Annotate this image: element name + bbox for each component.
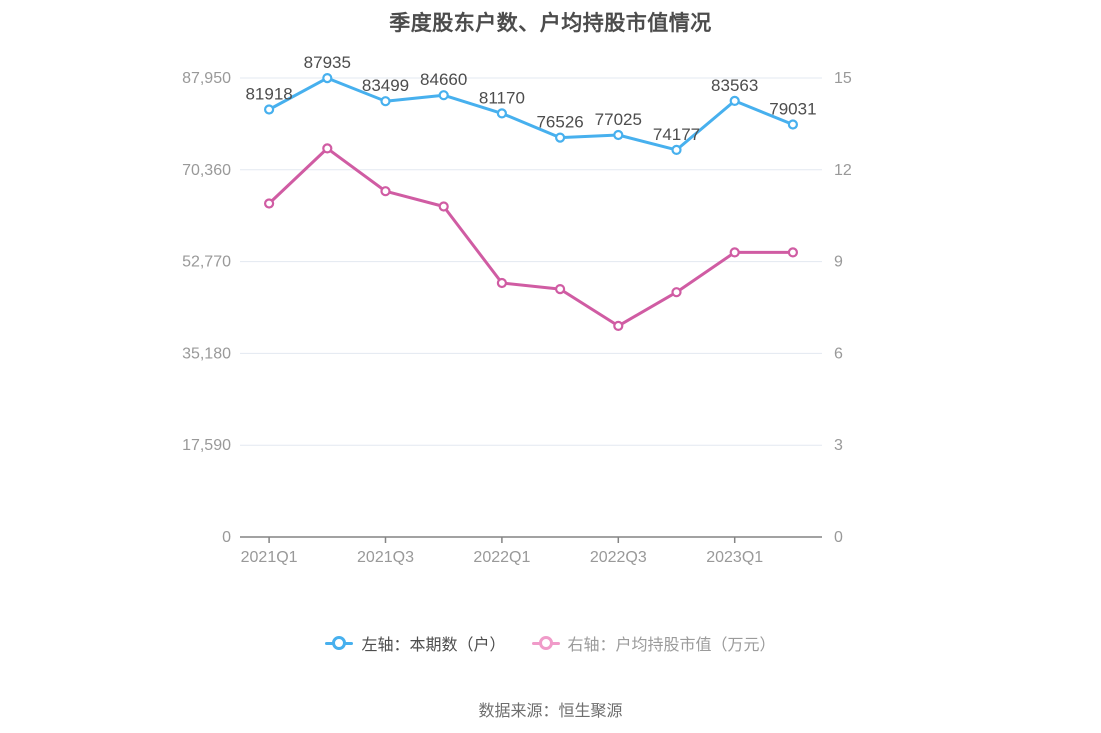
- data-point-value-label: 74177: [653, 125, 700, 144]
- y-axis-left-tick-label: 70,360: [182, 162, 231, 179]
- data-point-marker: [322, 72, 333, 84]
- data-point-value-label: 83499: [362, 76, 409, 95]
- data-point-marker: [554, 284, 566, 295]
- data-point-marker: [671, 287, 682, 298]
- chart-title: 季度股东户数、户均持股市值情况: [389, 12, 712, 35]
- y-axis-right-tick-label: 3: [834, 437, 843, 454]
- data-point-value-label: 87935: [304, 53, 351, 72]
- data-point-value-label: 81918: [245, 84, 292, 103]
- data-point-value-label: 81170: [479, 88, 525, 107]
- y-axis-left-tick-label: 35,180: [182, 345, 231, 362]
- data-point-marker: [322, 143, 333, 154]
- data-point-value-label: 76526: [536, 113, 583, 132]
- series-line-0: [267, 76, 795, 152]
- data-point-marker: [264, 104, 275, 115]
- data-point-marker: [787, 247, 799, 258]
- y-axis-left-tick-label: 17,590: [182, 437, 231, 454]
- y-axis-right-tick-label: 15: [834, 70, 852, 87]
- data-point-marker: [671, 144, 682, 155]
- series-line-1: [267, 146, 795, 328]
- legend-item-avg-market-value[interactable]: 右轴：户均持股市值（万元）: [531, 631, 776, 655]
- y-axis-right-tick-label: 6: [834, 345, 843, 362]
- data-point-marker: [496, 277, 507, 289]
- data-point-marker: [438, 90, 449, 101]
- y-axis-right-tick-label: 0: [834, 529, 843, 546]
- y-axis-right-tick-label: 12: [834, 162, 852, 179]
- legend-label-right-axis: 右轴：户均持股市值（万元）: [567, 637, 776, 654]
- data-point-marker: [729, 247, 740, 258]
- data-point-marker: [438, 201, 449, 212]
- legend-line-marker-icon: [531, 636, 560, 650]
- x-axis-tick-label: 2022Q3: [590, 549, 647, 566]
- y-axis-left-tick-label: 87,950: [182, 70, 231, 87]
- data-point-value-label: 77025: [595, 110, 642, 129]
- data-point-value-label: 83563: [711, 76, 758, 95]
- data-point-marker: [613, 129, 624, 141]
- y-axis-right-tick-label: 9: [834, 254, 843, 271]
- legend: 左轴：本期数（户） 右轴：户均持股市值（万元）: [0, 631, 1101, 655]
- legend-label-left-axis: 左轴：本期数（户）: [361, 637, 506, 654]
- y-axis-left-tick-label: 52,770: [182, 254, 231, 271]
- data-point-marker: [613, 320, 624, 331]
- x-axis-tick-label: 2022Q1: [473, 549, 530, 566]
- data-point-marker: [264, 198, 275, 209]
- legend-item-shareholder-count[interactable]: 左轴：本期数（户）: [325, 631, 506, 655]
- y-axis-left-tick-label: 0: [222, 529, 231, 546]
- data-point-marker: [554, 132, 566, 143]
- x-axis-tick-label: 2023Q1: [706, 549, 763, 566]
- data-point-marker: [729, 95, 740, 107]
- legend-line-marker-icon: [325, 636, 354, 650]
- data-point-marker: [496, 108, 507, 119]
- data-point-value-label: 79031: [769, 100, 816, 119]
- data-point-marker: [380, 186, 391, 197]
- x-axis-tick-label: 2021Q1: [241, 549, 298, 566]
- data-point-value-label: 84660: [420, 70, 467, 89]
- data-point-marker: [380, 96, 391, 107]
- data-point-marker: [787, 119, 799, 130]
- x-axis-tick-label: 2021Q3: [357, 549, 414, 566]
- data-source: 数据来源：恒生聚源: [478, 703, 623, 720]
